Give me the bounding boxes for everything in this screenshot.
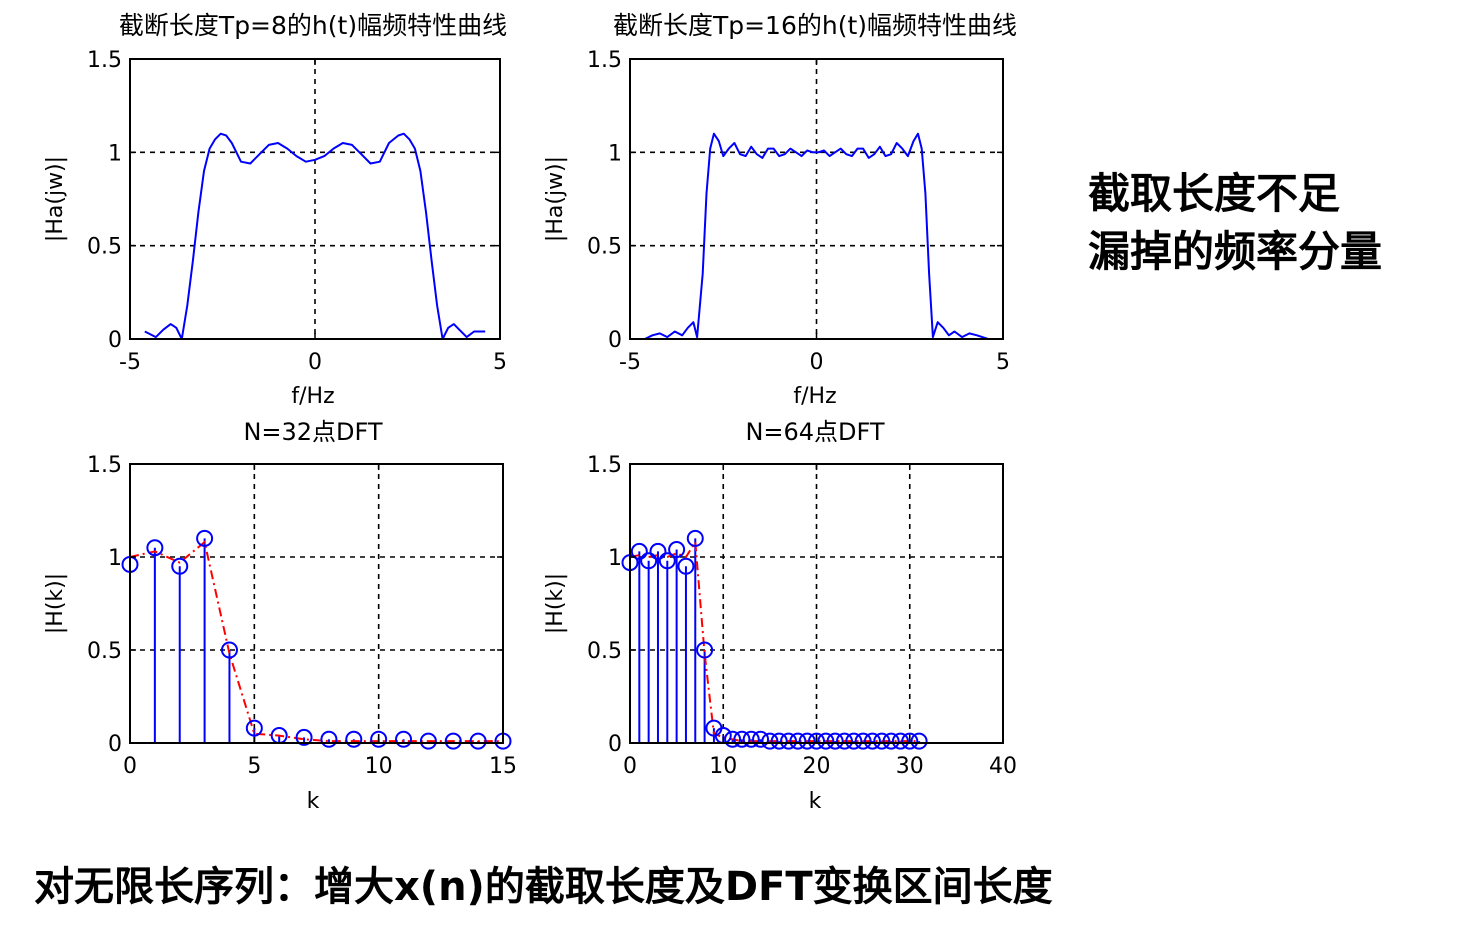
envelope-curve	[629, 539, 920, 743]
stem-marker	[873, 732, 891, 750]
x-tick-label: 0	[810, 350, 824, 375]
x-tick-label: 0	[123, 754, 137, 779]
x-tick-label: 5	[247, 754, 261, 779]
stem-marker	[444, 732, 462, 750]
x-tick-label: 20	[803, 754, 831, 779]
x-tick-label: 10	[365, 754, 393, 779]
x-tick-label: 40	[989, 754, 1017, 779]
y-tick-label: 1.5	[587, 48, 622, 73]
stem-marker	[419, 732, 437, 750]
stem-marker	[171, 557, 189, 575]
x-tick-label: 5	[996, 350, 1010, 375]
y-tick-label: 0	[108, 328, 122, 353]
stem-marker	[668, 541, 686, 559]
y-tick-label: 1.5	[587, 453, 622, 478]
note-conclusion: 对无限长序列：增大x(n)的截取长度及DFT变换区间长度	[34, 864, 1053, 910]
x-tick-label: 10	[709, 754, 737, 779]
stem-marker	[891, 732, 909, 750]
stem-marker	[835, 732, 853, 750]
stem-marker	[789, 732, 807, 750]
x-tick-label: -5	[119, 350, 141, 375]
stem-marker	[724, 730, 742, 748]
spectrum-curve	[144, 132, 486, 340]
stem-marker	[770, 732, 788, 750]
stem-marker	[370, 730, 388, 748]
stem-marker	[469, 732, 487, 750]
panel-dft64: N=64点DFT k 0 10 20 30 40 0 0.5 1 1.5 |H(k)|	[543, 418, 1017, 814]
stem-marker	[808, 732, 825, 750]
stem-marker	[658, 552, 676, 570]
stem-marker	[901, 732, 919, 750]
y-tick-label: 1.5	[87, 453, 122, 478]
note-missing-frequency-components: 漏掉的频率分量	[1088, 227, 1383, 276]
x-tick-label: 0	[623, 754, 637, 779]
chart-title: 截断长度Tp=8的h(t)幅频特性曲线	[119, 11, 507, 40]
x-axis-label: f/Hz	[291, 384, 334, 409]
y-tick-label: 1	[108, 546, 122, 571]
y-axis-label: |H(k)|	[543, 573, 568, 634]
x-axis-label: k	[809, 789, 822, 814]
axes-frame	[129, 463, 504, 744]
stem-marker	[395, 730, 413, 748]
x-tick-label: 30	[896, 754, 924, 779]
panel-dft32: N=32点DFT k 0 5 10 15 0 0.5 1 1.5 |H(k)|	[43, 418, 517, 814]
stem-marker	[733, 730, 751, 748]
stem-marker	[863, 732, 881, 750]
stem-marker	[295, 728, 313, 746]
stem-marker	[752, 730, 770, 748]
stem-marker	[649, 542, 667, 560]
y-tick-label: 0.5	[587, 639, 622, 664]
stem-marker	[345, 730, 363, 748]
panel-tp16-spectrum: 截断长度Tp=16的h(t)幅频特性曲线 f/Hz -5 0 500.511.5|H…	[543, 11, 1017, 409]
stem-marker	[320, 730, 338, 748]
stem-marker	[742, 730, 760, 748]
envelope-curve	[129, 540, 503, 743]
stem-marker	[696, 641, 714, 659]
y-axis-label: |Ha(jw)|	[43, 156, 68, 242]
panel-tp8-spectrum: 截断长度Tp=8的h(t)幅频特性曲线 f/Hz -5 0 500.511.5|Ha…	[43, 11, 507, 409]
x-axis-label: f/Hz	[793, 384, 836, 409]
stem-marker	[677, 557, 695, 575]
y-tick-label: 1.5	[87, 48, 122, 73]
y-axis-label: |H(k)|	[43, 573, 68, 634]
stem-marker	[882, 732, 900, 750]
stem-marker	[630, 542, 648, 560]
y-axis-label: |Ha(jw)|	[543, 156, 568, 242]
y-tick-label: 0	[608, 328, 622, 353]
x-tick-label: 5	[493, 350, 507, 375]
chart-title: 截断长度Tp=16的h(t)幅频特性曲线	[613, 11, 1017, 40]
stem-marker	[686, 529, 704, 547]
y-tick-label: 0.5	[87, 639, 122, 664]
chart-title: N=32点DFT	[243, 418, 382, 446]
stem-marker	[220, 641, 238, 659]
stem-marker	[845, 732, 863, 750]
stem-marker	[798, 732, 816, 750]
x-tick-label: 15	[489, 754, 517, 779]
x-tick-label: -5	[619, 350, 641, 375]
x-axis-label: k	[307, 789, 320, 814]
y-tick-label: 0	[608, 732, 622, 757]
stem-marker	[780, 732, 798, 750]
stem-marker	[245, 719, 263, 737]
stem-marker	[196, 529, 214, 547]
stem-marker	[826, 732, 844, 750]
y-tick-label: 0.5	[587, 235, 622, 260]
stem-marker	[854, 732, 872, 750]
note-truncation-insufficient: 截取长度不足	[1088, 169, 1341, 218]
y-tick-label: 0.5	[87, 235, 122, 260]
y-tick-label: 1	[108, 141, 122, 166]
stem-marker	[761, 732, 779, 750]
y-tick-label: 1	[608, 141, 622, 166]
y-tick-label: 1	[608, 546, 622, 571]
chart-title: N=64点DFT	[745, 418, 884, 446]
y-tick-label: 0	[108, 732, 122, 757]
x-tick-label: 0	[308, 350, 322, 375]
spectrum-curve	[644, 132, 989, 340]
stem-marker	[640, 552, 658, 570]
stem-marker	[817, 732, 835, 750]
stem-marker	[146, 539, 164, 557]
stem-marker	[910, 732, 928, 750]
